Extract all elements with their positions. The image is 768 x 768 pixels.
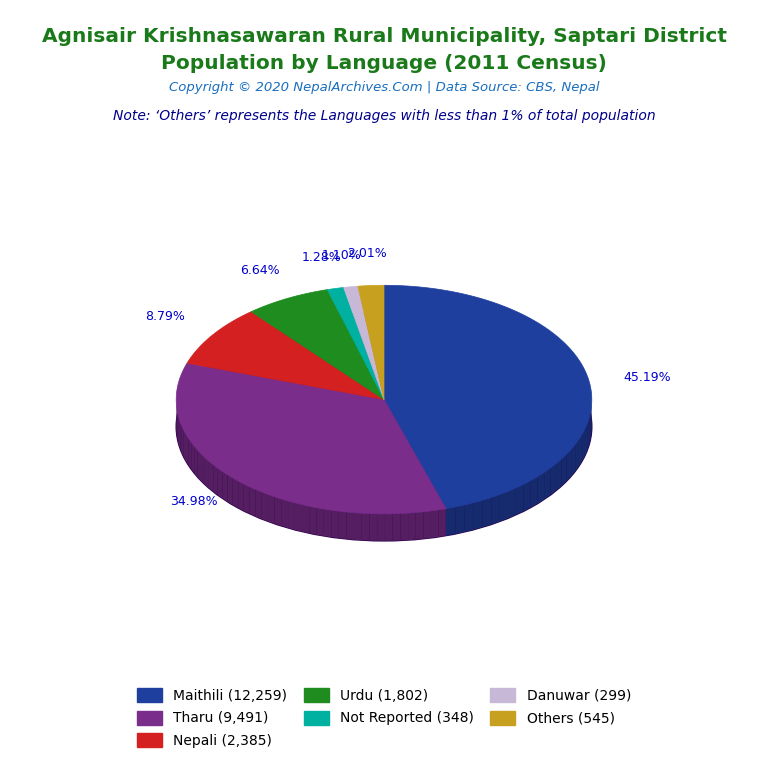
Polygon shape bbox=[201, 454, 205, 485]
Text: 2.01%: 2.01% bbox=[347, 247, 387, 260]
Polygon shape bbox=[316, 508, 324, 536]
Polygon shape bbox=[176, 363, 446, 514]
Polygon shape bbox=[483, 498, 492, 527]
Polygon shape bbox=[392, 514, 400, 541]
Polygon shape bbox=[187, 312, 384, 399]
Polygon shape bbox=[538, 472, 545, 504]
Polygon shape bbox=[197, 450, 201, 481]
Polygon shape bbox=[343, 286, 384, 399]
Polygon shape bbox=[408, 512, 415, 540]
Polygon shape bbox=[238, 481, 243, 511]
Polygon shape bbox=[431, 510, 439, 538]
Text: Note: ‘Others’ represents the Languages with less than 1% of total population: Note: ‘Others’ represents the Languages … bbox=[113, 109, 655, 123]
Polygon shape bbox=[268, 495, 275, 524]
Polygon shape bbox=[191, 442, 194, 473]
Polygon shape bbox=[302, 505, 310, 533]
Text: 45.19%: 45.19% bbox=[623, 371, 670, 384]
Polygon shape bbox=[561, 454, 567, 486]
Polygon shape bbox=[571, 445, 575, 476]
Polygon shape bbox=[209, 461, 214, 492]
Polygon shape bbox=[465, 503, 474, 532]
Polygon shape bbox=[531, 477, 538, 508]
Polygon shape bbox=[579, 434, 582, 466]
Polygon shape bbox=[585, 423, 588, 455]
Polygon shape bbox=[194, 446, 197, 477]
Polygon shape bbox=[567, 449, 571, 482]
Polygon shape bbox=[354, 513, 362, 540]
Polygon shape bbox=[295, 503, 302, 531]
Polygon shape bbox=[369, 514, 377, 541]
Legend: Maithili (12,259), Tharu (9,491), Nepali (2,385), Urdu (1,802), Not Reported (34: Maithili (12,259), Tharu (9,491), Nepali… bbox=[131, 683, 637, 753]
Polygon shape bbox=[223, 472, 227, 502]
Text: 8.79%: 8.79% bbox=[144, 310, 184, 323]
Polygon shape bbox=[575, 439, 579, 472]
Polygon shape bbox=[415, 511, 423, 540]
Text: Agnisair Krishnasawaran Rural Municipality, Saptari District: Agnisair Krishnasawaran Rural Municipali… bbox=[41, 27, 727, 46]
Polygon shape bbox=[177, 413, 179, 445]
Polygon shape bbox=[227, 475, 233, 505]
Text: Population by Language (2011 Census): Population by Language (2011 Census) bbox=[161, 54, 607, 73]
Polygon shape bbox=[400, 513, 408, 541]
Polygon shape bbox=[556, 459, 561, 491]
Text: 1.28%: 1.28% bbox=[302, 251, 342, 264]
Polygon shape bbox=[184, 430, 186, 462]
Polygon shape bbox=[524, 481, 531, 511]
Polygon shape bbox=[218, 468, 223, 498]
Polygon shape bbox=[331, 510, 339, 538]
Polygon shape bbox=[384, 285, 592, 508]
Polygon shape bbox=[377, 514, 385, 541]
Polygon shape bbox=[589, 412, 591, 445]
Polygon shape bbox=[446, 507, 455, 536]
Polygon shape bbox=[281, 499, 288, 528]
Polygon shape bbox=[516, 485, 524, 515]
Polygon shape bbox=[250, 487, 256, 516]
Polygon shape bbox=[205, 458, 209, 488]
Polygon shape bbox=[439, 508, 446, 537]
Polygon shape bbox=[327, 287, 384, 399]
Text: Copyright © 2020 NepalArchives.Com | Data Source: CBS, Nepal: Copyright © 2020 NepalArchives.Com | Dat… bbox=[169, 81, 599, 94]
Polygon shape bbox=[275, 497, 281, 526]
Polygon shape bbox=[455, 505, 465, 534]
Polygon shape bbox=[492, 495, 500, 525]
Text: 34.98%: 34.98% bbox=[170, 495, 217, 508]
Polygon shape bbox=[179, 418, 180, 449]
Polygon shape bbox=[474, 500, 483, 530]
Polygon shape bbox=[180, 422, 182, 453]
Ellipse shape bbox=[176, 313, 592, 541]
Polygon shape bbox=[500, 492, 508, 521]
Polygon shape bbox=[288, 501, 295, 530]
Polygon shape bbox=[182, 426, 184, 457]
Polygon shape bbox=[256, 489, 262, 519]
Polygon shape bbox=[188, 439, 191, 469]
Polygon shape bbox=[385, 514, 392, 541]
Polygon shape bbox=[545, 468, 551, 499]
Polygon shape bbox=[423, 511, 431, 539]
Polygon shape bbox=[233, 478, 238, 508]
Polygon shape bbox=[582, 429, 585, 461]
Polygon shape bbox=[508, 488, 516, 518]
Polygon shape bbox=[262, 492, 268, 521]
Polygon shape bbox=[324, 509, 331, 537]
Polygon shape bbox=[243, 484, 250, 514]
Polygon shape bbox=[346, 512, 354, 540]
Polygon shape bbox=[251, 290, 384, 399]
Polygon shape bbox=[551, 464, 556, 495]
Polygon shape bbox=[362, 513, 369, 541]
Text: 6.64%: 6.64% bbox=[240, 263, 280, 276]
Polygon shape bbox=[310, 506, 316, 535]
Polygon shape bbox=[186, 434, 188, 465]
Polygon shape bbox=[339, 511, 346, 539]
Polygon shape bbox=[214, 465, 218, 495]
Text: 1.10%: 1.10% bbox=[322, 249, 361, 262]
Polygon shape bbox=[588, 418, 589, 450]
Polygon shape bbox=[358, 285, 384, 399]
